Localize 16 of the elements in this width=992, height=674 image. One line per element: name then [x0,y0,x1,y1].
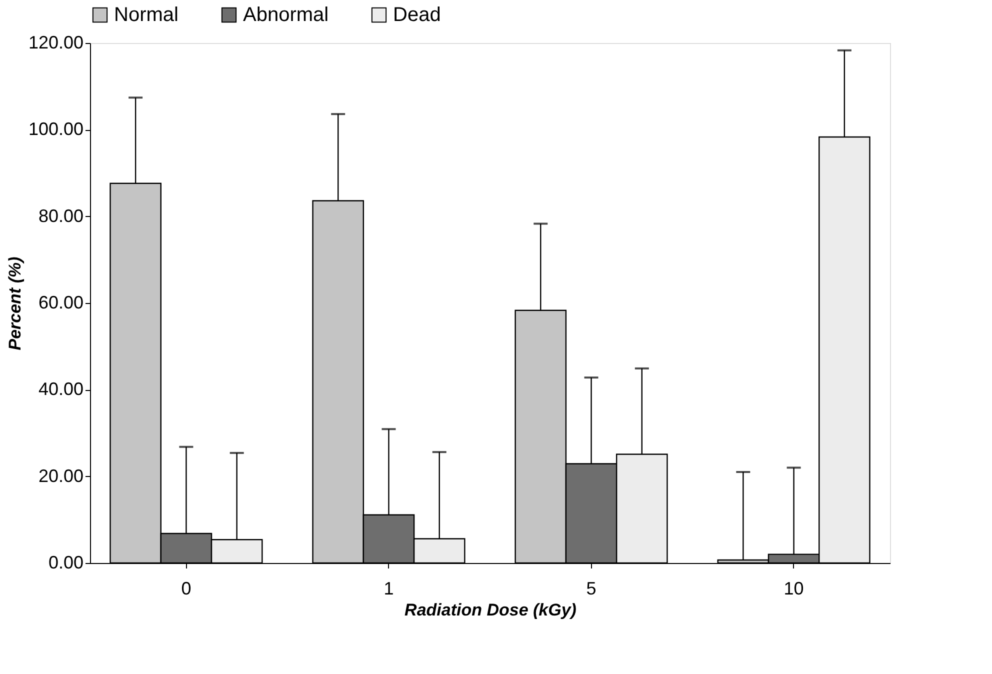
x-tick-label: 10 [784,578,804,598]
x-axis-title: Radiation Dose (kGy) [404,600,577,620]
y-tick-label: 0.00 [48,552,84,572]
y-tick-label: 60.00 [38,292,84,312]
y-tick-label: 40.00 [38,379,84,400]
x-tick-label: 5 [586,578,596,598]
x-tick-label: 1 [384,578,394,598]
y-tick-label: 120.00 [28,32,84,52]
x-tick-label: 0 [181,578,192,598]
y-tick-label: 20.00 [38,466,84,486]
y-axis-title: Percent (%) [5,256,24,350]
y-tick-label: 80.00 [38,206,84,226]
legend-label: Normal [114,4,178,26]
y-tick-label: 100.00 [28,119,84,140]
legend-label: Dead [393,4,441,26]
legend-label: Abnormal [243,4,329,26]
